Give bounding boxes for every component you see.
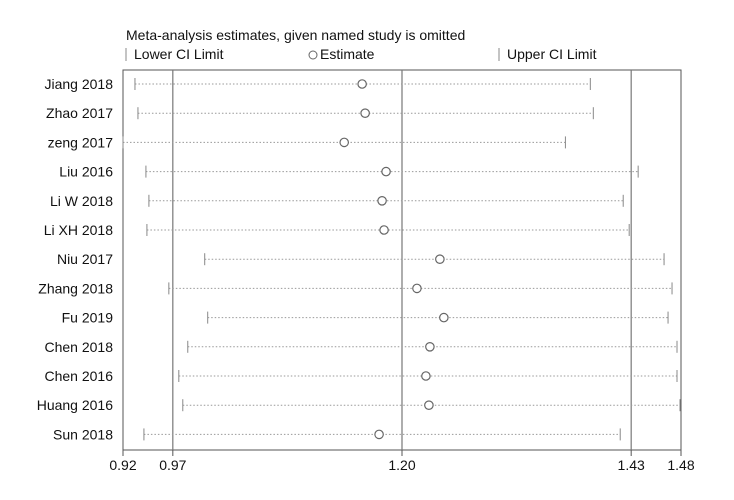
estimate-marker <box>374 429 384 440</box>
legend-estimate-marker <box>308 50 318 60</box>
study-label: Chen 2016 <box>44 368 113 384</box>
study-label: Li XH 2018 <box>44 222 113 238</box>
legend-upper-label: Upper CI Limit <box>507 46 597 62</box>
x-tick-label: 1.48 <box>667 457 694 473</box>
study-row: Niu 2017 <box>57 251 665 267</box>
x-tick-label: 0.97 <box>159 457 186 473</box>
study-row: Chen 2018 <box>44 339 678 355</box>
study-row: Sun 2018 <box>53 426 621 442</box>
estimate-marker <box>339 137 350 148</box>
study-row: zeng 2017 <box>48 134 566 150</box>
study-rows: Jiang 2018 Zhao 2017 zeng 2017 Liu 2016 Li W… <box>37 76 681 442</box>
x-tick-label: 1.20 <box>388 457 415 473</box>
study-row: Zhang 2018 <box>38 280 673 296</box>
study-label: Chen 2018 <box>44 339 113 355</box>
study-row: Huang 2016 <box>37 397 681 413</box>
study-label: Jiang 2018 <box>44 76 113 92</box>
study-row: Liu 2016 <box>59 164 639 180</box>
study-row: Jiang 2018 <box>44 76 591 92</box>
legend: Lower CI Limit Estimate Upper CI Limit <box>125 46 597 62</box>
study-label: Liu 2016 <box>59 164 113 180</box>
x-axis: 0.92 0.97 1.20 1.43 1.48 <box>109 450 695 473</box>
study-row: Chen 2016 <box>44 368 678 384</box>
chart-title: Meta-analysis estimates, given named stu… <box>126 27 465 43</box>
x-tick-label: 1.43 <box>618 457 645 473</box>
study-label: Huang 2016 <box>37 397 114 413</box>
x-tick-label: 0.92 <box>109 457 136 473</box>
study-label: Niu 2017 <box>57 251 113 267</box>
study-row: Li W 2018 <box>50 193 624 209</box>
estimate-marker <box>425 341 435 352</box>
estimate-marker <box>357 79 367 89</box>
estimate-marker <box>435 254 445 265</box>
estimate-marker <box>379 225 389 235</box>
study-label: Zhao 2017 <box>46 105 113 121</box>
study-label: Sun 2018 <box>53 426 113 442</box>
estimate-marker <box>381 166 391 177</box>
study-row: Li XH 2018 <box>44 222 630 238</box>
estimate-marker <box>377 196 387 206</box>
estimate-marker <box>360 108 370 118</box>
legend-estimate-label: Estimate <box>320 46 375 62</box>
study-label: zeng 2017 <box>48 134 114 150</box>
study-label: Fu 2019 <box>62 310 114 326</box>
legend-lower-label: Lower CI Limit <box>134 46 224 62</box>
reference-lines <box>172 70 632 450</box>
study-row: Fu 2019 <box>62 310 669 326</box>
estimate-marker <box>421 371 431 381</box>
estimate-marker <box>439 312 449 323</box>
estimate-marker <box>424 400 434 410</box>
study-label: Li W 2018 <box>50 193 113 209</box>
study-row: Zhao 2017 <box>46 105 594 121</box>
estimate-marker <box>412 283 422 294</box>
study-label: Zhang 2018 <box>38 280 113 296</box>
